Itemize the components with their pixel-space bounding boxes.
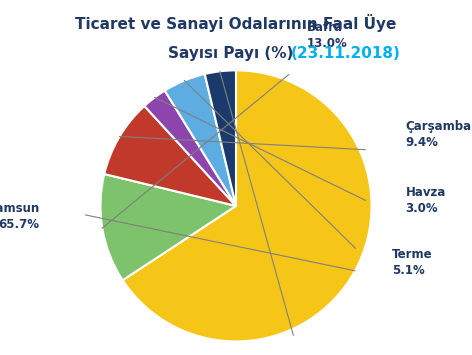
Wedge shape xyxy=(144,91,236,206)
Text: Sayısı Payı (%): Sayısı Payı (%) xyxy=(168,46,298,61)
Text: Havza
3.0%: Havza 3.0% xyxy=(405,186,446,215)
Wedge shape xyxy=(104,106,236,206)
Text: Sayısı Payı (%) (23.11.2018): Sayısı Payı (%) (23.11.2018) xyxy=(116,46,356,61)
Wedge shape xyxy=(123,70,371,342)
Wedge shape xyxy=(101,174,236,280)
Text: Samsun
65.7%: Samsun 65.7% xyxy=(0,202,40,231)
Text: (23.11.2018): (23.11.2018) xyxy=(290,46,400,61)
Text: Çarşamba
9.4%: Çarşamba 9.4% xyxy=(405,120,472,148)
Wedge shape xyxy=(205,70,236,206)
Text: Bafra
13.0%: Bafra 13.0% xyxy=(306,21,347,50)
Text: Ticaret ve Sanayi Odalarının Faal Üye: Ticaret ve Sanayi Odalarının Faal Üye xyxy=(76,14,396,32)
Wedge shape xyxy=(165,74,236,206)
Text: Terme
5.1%: Terme 5.1% xyxy=(392,248,432,277)
